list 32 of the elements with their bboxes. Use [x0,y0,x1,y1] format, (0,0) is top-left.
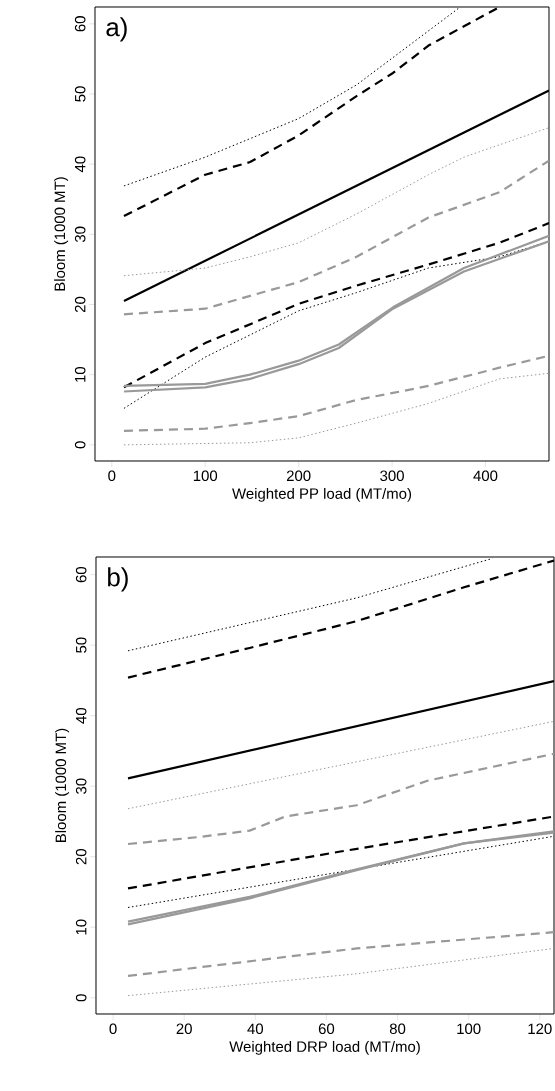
x-tick-label: 80 [389,1023,406,1035]
x-tick-label: 300 [380,470,404,482]
y-axis-title: Bloom (1000 MT) [54,177,69,291]
x-tick-label: 200 [286,470,311,482]
x-axis-title: Weighted DRP load (MT/mo) [229,1040,420,1055]
y-tick-label: 50 [75,637,87,653]
x-tick-label: 60 [318,1023,335,1035]
x-axis-title: Weighted PP load (MT/mo) [232,487,412,502]
x-tick-label: 40 [247,1023,264,1035]
y-tick-label: 10 [75,919,87,935]
x-tick-label: 120 [528,1023,552,1035]
y-tick-label: 50 [74,86,86,102]
y-tick-label: 20 [74,296,86,313]
y-tick-label: 20 [75,849,87,865]
y-tick-label: 0 [74,441,86,449]
annotation: b) [108,567,128,592]
y-tick-label: 0 [75,994,87,1002]
x-tick-label: 400 [473,470,498,482]
x-tick-label: 100 [457,1023,481,1035]
y-tick-label: 60 [74,16,86,32]
y-tick-label: 40 [74,156,86,173]
y-tick-label: 60 [75,566,87,583]
x-tick-label: 100 [193,470,218,482]
y-tick-label: 30 [75,778,87,794]
x-tick-label: 20 [176,1023,192,1035]
annotation: a) [106,17,127,42]
y-axis-title: Bloom (1000 MT) [55,728,70,842]
x-tick-label: 0 [109,1023,117,1035]
y-tick-label: 10 [74,366,86,382]
y-tick-label: 40 [75,707,87,724]
y-tick-label: 30 [74,226,86,243]
x-tick-label: 0 [108,470,116,482]
